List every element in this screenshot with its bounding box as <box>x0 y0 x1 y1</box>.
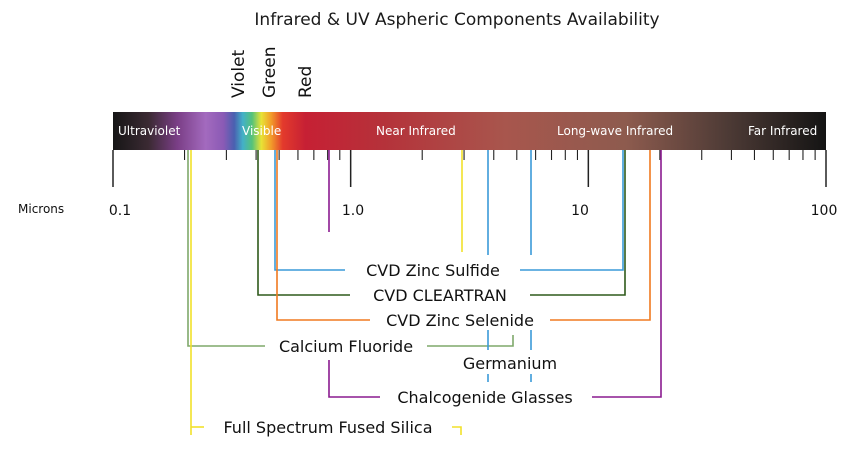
axis-ticks <box>112 150 827 187</box>
violet-label: Violet <box>229 49 249 98</box>
long-wave-infrared-label: Long-wave Infrared <box>557 124 673 138</box>
tick-label-1-0: 1.0 <box>342 203 364 219</box>
far-infrared-label: Far Infrared <box>748 124 817 138</box>
tick-label-10: 10 <box>571 203 589 219</box>
chalcogenide-range <box>328 150 662 398</box>
spectrum-band <box>113 112 826 150</box>
fused-silica-range <box>190 150 463 435</box>
cleartran-label: CVD CLEARTRAN <box>373 286 507 305</box>
diagram-title: Infrared & UV Aspheric Components Availa… <box>254 10 659 30</box>
germanium-label: Germanium <box>463 354 557 373</box>
red-label: Red <box>296 66 316 98</box>
tick-label-100: 100 <box>811 203 838 219</box>
zinc-sulfide-range <box>274 150 624 271</box>
fused-silica-label: Full Spectrum Fused Silica <box>223 418 432 437</box>
ultraviolet-label: Ultraviolet <box>118 124 181 138</box>
germanium-range <box>487 330 532 382</box>
microns-axis-label: Microns <box>18 202 64 216</box>
zinc-selenide-range <box>276 150 651 321</box>
calcium-fluoride-range <box>187 150 514 347</box>
calcium-fluoride-label: Calcium Fluoride <box>279 337 413 356</box>
near-infrared-label: Near Infrared <box>376 124 456 138</box>
tick-label-0-1: 0.1 <box>109 203 131 219</box>
green-label: Green <box>260 47 280 98</box>
chalcogenide-label: Chalcogenide Glasses <box>397 388 572 407</box>
zinc-selenide-label: CVD Zinc Selenide <box>386 311 534 330</box>
cleartran-range <box>257 150 626 296</box>
visible-label: Visible <box>242 124 281 138</box>
zinc-sulfide-label: CVD Zinc Sulfide <box>366 261 500 280</box>
